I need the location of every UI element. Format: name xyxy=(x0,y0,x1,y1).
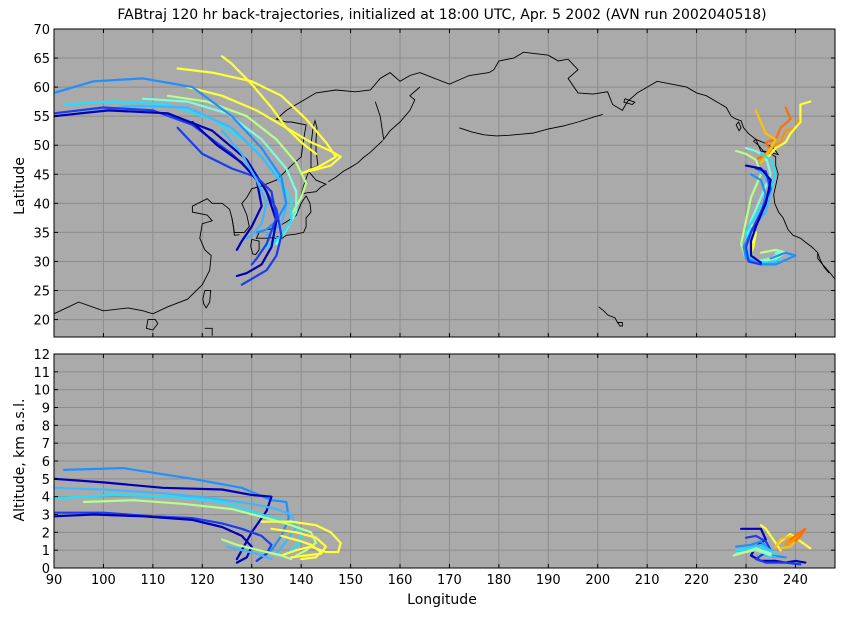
altitude-x-tick-label: 100 xyxy=(91,573,116,588)
coastline-vancouver-island xyxy=(753,138,780,156)
coastline-asia-east-coast xyxy=(54,72,420,315)
map-y-tick-label: 50 xyxy=(33,139,50,154)
altitude-y-tick-label: 2 xyxy=(42,526,50,541)
coastline-luzon xyxy=(204,327,213,336)
altitude-trajectory-23 xyxy=(789,527,807,543)
map-y-axis-label: Latitude xyxy=(12,157,28,215)
map-trajectory-24 xyxy=(744,164,772,264)
altitude-y-tick-label: 0 xyxy=(42,562,50,577)
altitude-x-tick-label: 220 xyxy=(684,573,709,588)
map-trajectory-11 xyxy=(191,120,263,251)
coastline-hawaii-islands xyxy=(598,306,623,327)
altitude-y-tick-label: 1 xyxy=(42,544,50,559)
altitude-x-axis-label: Longitude xyxy=(407,592,477,608)
map-trajectory-10 xyxy=(176,126,278,266)
altitude-y-tick-label: 4 xyxy=(42,491,50,506)
altitude-y-tick-label: 7 xyxy=(42,437,50,452)
map-plot-area xyxy=(54,29,835,337)
map-trajectory-0 xyxy=(176,67,337,173)
coastline-korea-sw xyxy=(231,217,240,236)
coastline-sakhalin xyxy=(310,119,319,169)
altitude-y-tick-label: 5 xyxy=(42,473,50,488)
altitude-trajectory-9 xyxy=(280,534,322,561)
altitude-plot-content xyxy=(54,467,812,566)
map-y-tick-label: 25 xyxy=(33,285,50,300)
altitude-trajectory-11 xyxy=(225,545,273,561)
altitude-trajectory-18 xyxy=(732,547,772,557)
altitude-x-tick-label: 90 xyxy=(46,573,63,588)
altitude-x-tick-label: 210 xyxy=(635,573,660,588)
altitude-x-tick-label: 190 xyxy=(536,573,561,588)
coastline-haida-gwaii xyxy=(735,121,742,132)
altitude-x-tick-label: 240 xyxy=(783,573,808,588)
map-y-tick-label: 70 xyxy=(33,23,50,38)
altitude-trajectory-6 xyxy=(54,513,253,564)
altitude-trajectory-8 xyxy=(270,527,327,559)
altitude-y-tick-label: 9 xyxy=(42,402,50,417)
map-trajectory-20 xyxy=(744,152,782,264)
altitude-y-tick-label: 8 xyxy=(42,419,50,434)
coastline-hainan xyxy=(145,319,159,331)
altitude-trajectory-13 xyxy=(744,534,802,566)
altitude-y-tick-label: 11 xyxy=(33,366,50,381)
altitude-trajectory-2 xyxy=(54,486,298,555)
altitude-y-axis-label: Altitude, km a.s.l. xyxy=(12,399,28,522)
altitude-y-tick-label: 10 xyxy=(33,384,50,399)
map-trajectory-1 xyxy=(221,55,318,155)
coastline-baja-california xyxy=(817,252,830,274)
map-y-tick-label: 35 xyxy=(33,226,50,241)
map-trajectory-6 xyxy=(77,104,288,237)
map-y-tick-label: 55 xyxy=(33,110,50,125)
coastline-kamchatka xyxy=(374,86,421,141)
map-y-tick-label: 45 xyxy=(33,168,50,183)
altitude-x-tick-label: 160 xyxy=(388,573,413,588)
map-y-tick-label: 60 xyxy=(33,81,50,96)
altitude-trajectory-16 xyxy=(735,545,777,555)
map-panel: 20 25 30 35 40 45 50 55 60 65 70 xyxy=(33,23,836,338)
altitude-x-tick-label: 230 xyxy=(734,573,759,588)
altitude-y-tick-label: 6 xyxy=(42,455,50,470)
altitude-y-tick-label: 3 xyxy=(42,509,50,524)
map-trajectory-22 xyxy=(742,173,797,266)
coastline-aleutians xyxy=(459,113,603,137)
altitude-x-tick-label: 140 xyxy=(289,573,314,588)
map-trajectory-12 xyxy=(221,129,268,240)
altitude-trajectory-7 xyxy=(260,520,342,557)
map-y-tick-label: 20 xyxy=(33,314,50,329)
coastline-kuril-islands xyxy=(328,140,384,183)
chart-title: FABtraj 120 hr back-trajectories, initia… xyxy=(117,7,766,23)
altitude-x-tick-label: 170 xyxy=(437,573,462,588)
map-y-tick-label: 30 xyxy=(33,255,50,270)
altitude-x-tick-label: 120 xyxy=(190,573,215,588)
map-trajectory-9 xyxy=(54,109,278,278)
coastline-honshu xyxy=(255,195,312,242)
map-trajectory-5 xyxy=(62,100,293,251)
map-y-tick-label: 65 xyxy=(33,52,50,67)
altitude-trajectory-3 xyxy=(54,493,303,559)
map-trajectory-2 xyxy=(186,86,342,175)
coastline-kyushu xyxy=(250,238,260,255)
altitude-trajectory-5 xyxy=(54,511,273,562)
coastline-alaska xyxy=(548,54,835,280)
altitude-y-tick-label: 12 xyxy=(33,348,50,363)
map-y-tick-label: 40 xyxy=(33,197,50,212)
altitude-x-tick-label: 180 xyxy=(486,573,511,588)
altitude-x-tick-label: 150 xyxy=(338,573,363,588)
coastline-chukotka xyxy=(419,51,549,85)
altitude-x-tick-label: 130 xyxy=(239,573,264,588)
map-axes-frame xyxy=(53,28,836,338)
map-trajectory-16 xyxy=(764,100,812,161)
altitude-x-tick-label: 200 xyxy=(585,573,610,588)
coastline-taiwan xyxy=(202,290,212,309)
altitude-trajectory-10 xyxy=(221,538,293,561)
coastline-kodiak xyxy=(623,98,636,105)
map-plot-content xyxy=(54,51,835,336)
altitude-x-tick-label: 110 xyxy=(140,573,165,588)
